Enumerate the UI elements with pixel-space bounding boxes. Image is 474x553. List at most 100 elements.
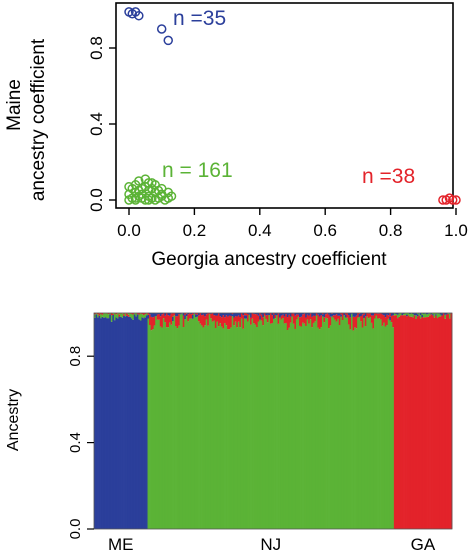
ancestry-bar-segment-nj: [314, 321, 317, 529]
ancestry-bar-segment-georgia: [236, 316, 239, 328]
ancestry-bar-segment-nj: [372, 328, 375, 529]
ancestry-bar-segment-nj: [179, 314, 182, 529]
ancestry-bar-segment-maine: [396, 313, 399, 315]
ancestry-bar-segment-georgia: [198, 315, 200, 322]
ancestry-bar-segment-maine: [415, 313, 418, 316]
ancestry-bar-segment-georgia: [210, 313, 213, 319]
ancestry-bar-segment-maine: [95, 314, 98, 529]
ancestry-bar-segment-nj: [257, 321, 260, 529]
ancestry-bar-segment-georgia: [294, 315, 297, 329]
ancestry-bar-segment-nj: [407, 313, 410, 316]
ancestry-bar-segment-nj: [234, 321, 237, 529]
ancestry-bar-segment-nj: [340, 316, 343, 529]
ancestry-bar-segment-georgia: [280, 315, 283, 320]
scatter-point-georgia: [451, 195, 461, 205]
ancestry-bar-segment-nj: [338, 325, 341, 529]
ancestry-bar-segment-nj: [331, 316, 334, 529]
ancestry-bar-segment-nj: [236, 327, 239, 529]
ancestry-bar-segment-nj: [317, 327, 320, 529]
ancestry-bar-segment-maine: [334, 313, 337, 316]
ancestry-bar-segment-nj: [144, 314, 147, 318]
ancestry-bar-segment-nj: [412, 314, 415, 318]
ancestry-bar-segment-georgia: [432, 315, 434, 529]
ancestry-bar-segment-georgia: [413, 315, 416, 529]
ancestry-bar-segment-georgia: [277, 313, 280, 324]
ancestry-bar-segment-maine: [297, 313, 300, 315]
ancestry-bar-segment-nj: [392, 327, 395, 529]
ancestry-bar-segment-georgia: [445, 314, 448, 529]
ancestry-bar-segment-georgia: [216, 315, 219, 322]
ancestry-bar-segment-nj: [386, 325, 389, 529]
scatter-point-maine: [163, 35, 173, 46]
ancestry-bar-segment-georgia: [274, 314, 277, 319]
ancestry-bar-segment-maine: [381, 313, 384, 315]
ancestry-bar-segment-georgia: [149, 314, 151, 326]
ancestry-bar-segment-nj: [121, 313, 124, 318]
ancestry-bar-segment-georgia: [219, 316, 222, 324]
ancestry-bar-segment-georgia: [127, 314, 130, 317]
ancestry-bar-segment-georgia: [283, 316, 286, 324]
scatter-y-tick-label: 0.8: [87, 36, 106, 60]
ancestry-bar-segment-nj: [227, 329, 229, 529]
ancestry-bar-segment-nj: [268, 315, 271, 529]
ancestry-bar-segment-nj: [240, 318, 243, 529]
ancestry-bar-segment-georgia: [101, 313, 104, 315]
bar-category-label: ME: [108, 535, 134, 553]
ancestry-bar-segment-georgia: [393, 315, 396, 529]
ancestry-bar-segment-georgia: [107, 313, 110, 315]
ancestry-bar-segment-georgia: [406, 316, 408, 529]
ancestry-bar-segment-maine: [299, 313, 301, 318]
ancestry-bar-segment-maine: [314, 313, 317, 316]
ancestry-bar-segment-georgia: [444, 318, 447, 529]
ancestry-bar-segment-georgia: [158, 314, 161, 320]
ancestry-bar-segment-georgia: [318, 316, 321, 330]
ancestry-bar-segment-georgia: [156, 314, 159, 320]
ancestry-bar-segment-georgia: [263, 313, 266, 316]
ancestry-bar-segment-georgia: [326, 313, 329, 319]
ancestry-bar-segment-nj: [115, 314, 118, 318]
ancestry-bar-segment-nj: [109, 313, 112, 315]
ancestry-bar-segment-georgia: [323, 317, 326, 323]
ancestry-bar-segment-nj: [373, 318, 376, 529]
ancestry-bar-segment-nj: [230, 327, 233, 529]
ancestry-bar-segment-georgia: [150, 316, 153, 331]
ancestry-bar-segment-maine: [392, 313, 395, 316]
ancestry-bar-segment-maine: [201, 313, 203, 316]
ancestry-bar-segment-georgia: [202, 314, 205, 328]
ancestry-bar-segment-georgia: [172, 313, 174, 317]
ancestry-bar-segment-nj: [193, 313, 196, 529]
ancestry-bar-segment-maine: [253, 313, 255, 314]
ancestry-bar-segment-maine: [360, 313, 363, 317]
ancestry-bar-panel: 0.0 0.4 0.8 Ancestry ME NJ GA: [5, 312, 453, 553]
scatter-point-nj: [134, 176, 144, 186]
ancestry-bar-segment-nj: [334, 319, 337, 529]
ancestry-bar-segment-georgia: [439, 316, 442, 529]
ancestry-bar-segment-georgia: [404, 315, 407, 529]
ancestry-bar-segment-maine: [323, 313, 326, 318]
ancestry-bar-segment-nj: [370, 322, 373, 529]
ancestry-bar-segment-nj: [361, 327, 364, 529]
ancestry-bar-segment-nj: [396, 314, 399, 319]
ancestry-bar-segment-georgia: [315, 313, 318, 316]
ancestry-bar-segment-nj: [103, 313, 106, 318]
ancestry-bar-segment-maine: [103, 317, 106, 529]
ancestry-bar-segment-maine: [230, 313, 233, 316]
ancestry-bar-segment-maine: [409, 313, 412, 315]
bar-category-label: NJ: [260, 535, 281, 553]
ancestry-bar-segment-nj: [132, 314, 135, 320]
ancestry-bar-segment-nj: [113, 313, 116, 321]
ancestry-bar-segment-georgia: [352, 316, 355, 331]
ancestry-bar-segment-nj: [282, 318, 285, 529]
ancestry-bar-segment-georgia: [448, 318, 451, 529]
ancestry-bar-segment-nj: [214, 328, 217, 529]
ancestry-bar-segment-maine: [147, 314, 150, 319]
scatter-y-axis: 0.0 0.4 0.8: [87, 36, 116, 212]
ancestry-bar-segment-georgia: [430, 314, 433, 529]
ancestry-bar-segment-georgia: [433, 317, 436, 529]
ancestry-bar-segment-maine: [185, 313, 188, 317]
ancestry-bar-segment-nj: [351, 313, 353, 529]
ancestry-bar-segment-maine: [153, 313, 156, 317]
ancestry-bar-segment-maine: [113, 320, 116, 529]
scatter-x-tick-label: 0.6: [313, 221, 337, 240]
ancestry-bar-segment-georgia: [387, 315, 390, 319]
